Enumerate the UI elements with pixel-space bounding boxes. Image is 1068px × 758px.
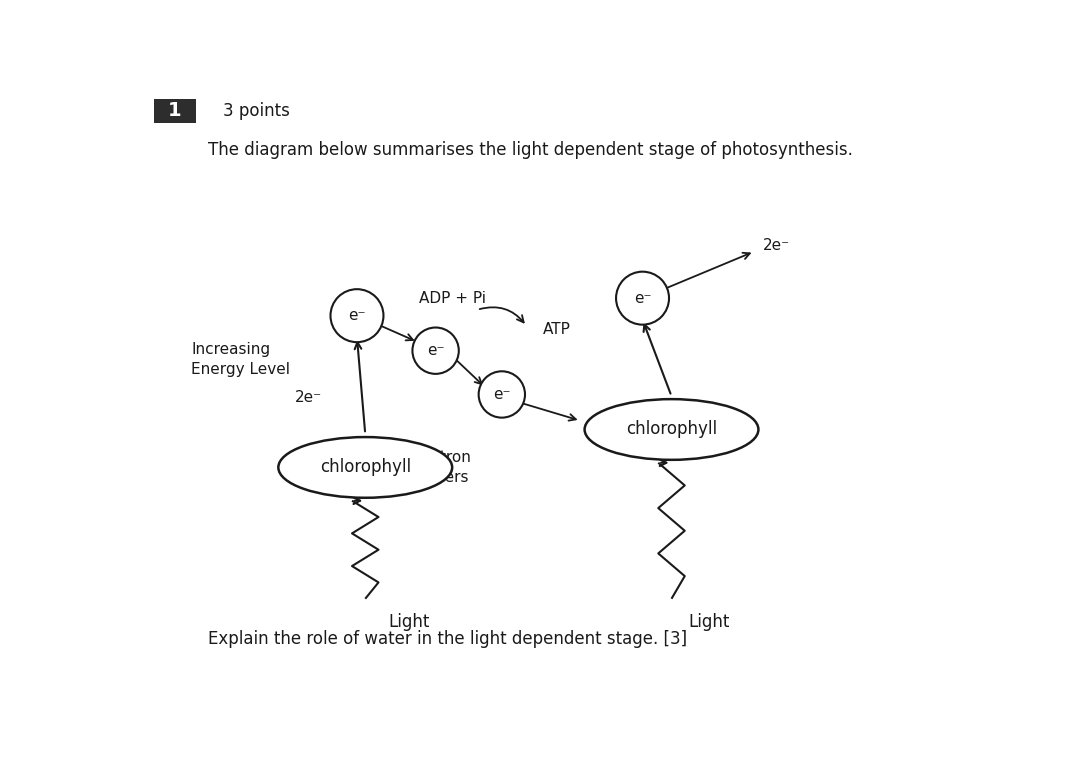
Text: Light: Light [688, 613, 729, 631]
Ellipse shape [330, 290, 383, 342]
Text: ADP + Pi: ADP + Pi [419, 290, 486, 305]
Text: e⁻: e⁻ [348, 309, 365, 323]
Ellipse shape [478, 371, 525, 418]
Text: The diagram below summarises the light dependent stage of photosynthesis.: The diagram below summarises the light d… [208, 140, 853, 158]
Text: e⁻: e⁻ [493, 387, 511, 402]
Text: ATP: ATP [544, 321, 571, 337]
Text: e⁻: e⁻ [633, 290, 651, 305]
Ellipse shape [412, 327, 459, 374]
Text: chlorophyll: chlorophyll [319, 459, 411, 477]
Text: chlorophyll: chlorophyll [626, 421, 717, 438]
Text: Explain the role of water in the light dependent stage. [3]: Explain the role of water in the light d… [208, 631, 687, 648]
Text: Electron
carriers: Electron carriers [408, 450, 471, 484]
Ellipse shape [584, 399, 758, 460]
Text: 1: 1 [168, 102, 182, 121]
Text: 3 points: 3 points [223, 102, 289, 120]
Ellipse shape [616, 271, 669, 324]
Ellipse shape [279, 437, 452, 498]
Text: e⁻: e⁻ [427, 343, 444, 359]
Text: Increasing
Energy Level: Increasing Energy Level [191, 342, 290, 377]
Text: 2e⁻: 2e⁻ [763, 238, 789, 253]
FancyBboxPatch shape [154, 99, 195, 123]
Text: 2e⁻: 2e⁻ [295, 390, 323, 405]
Text: Light: Light [389, 613, 429, 631]
